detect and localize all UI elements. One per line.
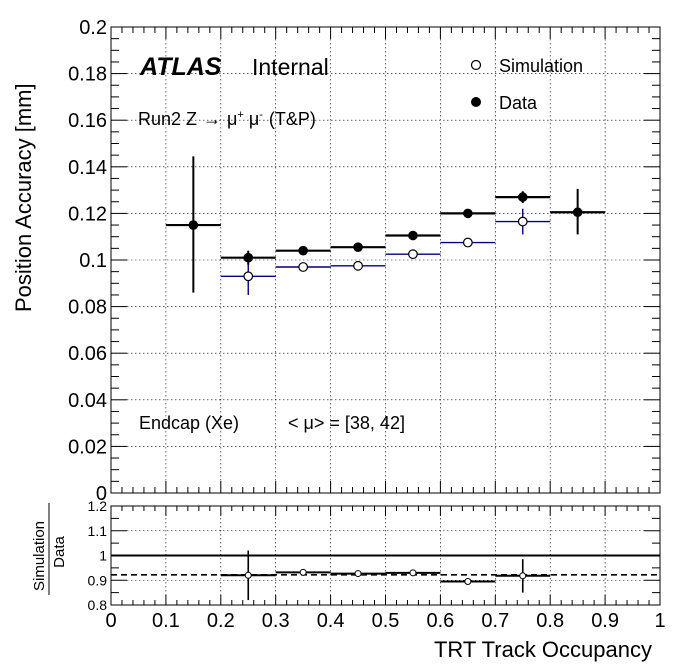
simulation-point xyxy=(298,262,309,272)
main-y-tick-label: 0.1 xyxy=(79,250,107,272)
data-point xyxy=(572,207,583,218)
simulation-point xyxy=(408,249,418,260)
ratio-point xyxy=(244,571,252,579)
data-point xyxy=(188,220,199,230)
data-point xyxy=(243,252,254,263)
main-grid xyxy=(111,27,660,493)
legend-data-marker xyxy=(471,97,481,107)
x-tick-label: 0.3 xyxy=(262,610,290,632)
main-y-tick-label: 0 xyxy=(96,483,107,505)
data-point xyxy=(298,245,308,256)
process-arrow: → xyxy=(203,109,221,129)
ratio-points xyxy=(220,550,551,601)
main-y-tick-label: 0.14 xyxy=(68,157,107,179)
process-mu-minus: μ xyxy=(249,109,259,129)
x-tick-label: 0 xyxy=(105,610,116,632)
internal-label: Internal xyxy=(252,54,329,80)
pileup-label: < μ> = [38, 42] xyxy=(288,413,405,433)
data-point xyxy=(408,230,418,241)
main-y-tick-labels: 0 0.02 0.04 0.06 0.08 0.1 0.12 0.14 0.16 0.18 0.2 xyxy=(68,17,107,505)
x-tick-label: 0.5 xyxy=(372,610,400,632)
x-tick-label: 0.8 xyxy=(536,610,564,632)
process-mu-plus: μ xyxy=(227,109,237,129)
data-point xyxy=(463,208,473,219)
process-minus-sign: - xyxy=(259,109,263,121)
main-panel: 00.020.040.060.080.10.120.140.160.180.2 … xyxy=(11,17,661,505)
x-tick-labels: 0 0.1 0.2 0.3 0.4 0.5 0.6 0.7 0.8 0.9 1 xyxy=(105,610,665,632)
process-label: Run2 Z → μ+ μ- (T&P) xyxy=(138,109,316,129)
simulation-point xyxy=(462,237,473,248)
ratio-y-tick-label: 0.9 xyxy=(88,572,108,588)
main-y-tick-label: 0.08 xyxy=(68,297,107,319)
ratio-panel: 0.8 0.9 1 1.1 1.2 Simulation Data 0 0.1 0.2 0.3… xyxy=(31,498,666,662)
legend-simulation-label: Simulation xyxy=(499,56,583,76)
x-axis-title: TRT Track Occupancy xyxy=(434,637,652,662)
ratio-y-axis-title: Simulation Data xyxy=(31,503,68,595)
main-y-tick-label: 0.12 xyxy=(68,203,107,225)
ratio-y-tick-label: 1 xyxy=(99,548,107,564)
data-point xyxy=(353,242,363,252)
region-label: Endcap (Xe) xyxy=(139,413,239,433)
ratio-point xyxy=(299,568,307,576)
ratio-y-tick-label: 1.1 xyxy=(88,523,108,539)
ratio-point xyxy=(464,577,472,585)
ratio-point xyxy=(409,569,417,577)
main-y-tick-label: 0.18 xyxy=(68,64,107,86)
ratio-ticks xyxy=(110,505,661,606)
ratio-y-numerator: Simulation xyxy=(31,521,48,591)
ratio-y-tick-label: 1.2 xyxy=(88,498,108,514)
ratio-y-tick-labels: 0.8 0.9 1 1.1 1.2 xyxy=(88,498,108,613)
ratio-point xyxy=(519,572,527,580)
data-point xyxy=(517,192,528,202)
process-prefix: Run2 Z xyxy=(138,109,197,129)
simulation-point xyxy=(517,216,528,227)
legend-simulation-marker xyxy=(470,59,482,71)
x-tick-label: 1 xyxy=(654,610,665,632)
ratio-y-tick-label: 0.8 xyxy=(88,597,108,613)
x-tick-label: 0.7 xyxy=(481,610,509,632)
x-tick-label: 0.2 xyxy=(207,610,235,632)
x-tick-label: 0.4 xyxy=(317,610,345,632)
main-ticks xyxy=(110,26,661,494)
simulation-point xyxy=(243,271,254,282)
legend-data-label: Data xyxy=(499,93,538,113)
atlas-label: ATLAS xyxy=(139,53,222,81)
main-series xyxy=(165,156,606,295)
process-plus-sign: + xyxy=(237,109,243,121)
main-y-tick-label: 0.2 xyxy=(79,17,107,39)
main-y-tick-label: 0.04 xyxy=(68,390,107,412)
x-tick-label: 0.1 xyxy=(152,610,180,632)
process-suffix: (T&P) xyxy=(269,109,316,129)
main-y-axis-title: Position Accuracy [mm] xyxy=(11,83,36,312)
legend: Simulation Data xyxy=(470,56,583,113)
main-y-tick-label: 0.02 xyxy=(68,436,107,458)
x-tick-label: 0.9 xyxy=(591,610,619,632)
ratio-reference-lines xyxy=(111,554,660,576)
main-y-tick-label: 0.06 xyxy=(68,343,107,365)
ratio-point xyxy=(354,570,362,578)
ratio-y-denominator: Data xyxy=(51,536,68,568)
simulation-point xyxy=(353,260,363,271)
x-tick-label: 0.6 xyxy=(426,610,454,632)
main-y-tick-label: 0.16 xyxy=(68,110,107,132)
